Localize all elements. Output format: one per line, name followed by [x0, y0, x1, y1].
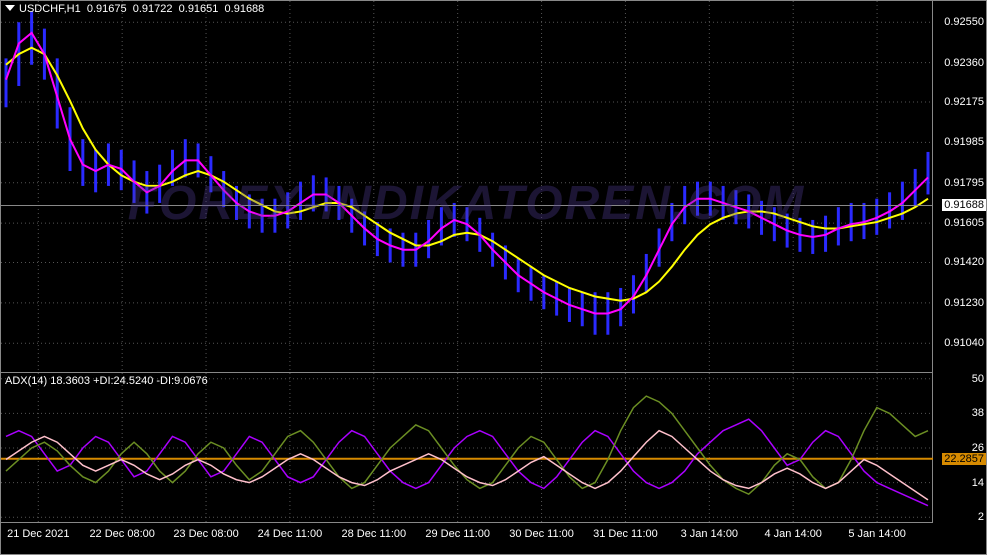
ticker-symbol: USDCHF,H1 [19, 3, 81, 15]
y-axis-main: 0.92550 0.92360 0.92175 0.91985 0.91795 0.916… [931, 1, 986, 373]
adx-level-label: 22.2857 [942, 453, 986, 465]
main-chart-svg [1, 1, 933, 373]
y-tick-label: 0.91605 [944, 217, 984, 229]
x-tick-label: 28 Dec 11:00 [341, 528, 406, 540]
x-axis: 21 Dec 2021 22 Dec 08:00 23 Dec 08:00 24 De… [1, 522, 933, 554]
x-tick-label: 22 Dec 08:00 [89, 528, 154, 540]
adx-label: ADX(14) 18.3603 +DI:24.5240 -DI:9.0676 [5, 375, 208, 387]
sub-chart-svg [1, 373, 933, 523]
y-tick-label: 38 [972, 407, 984, 419]
y-tick-label: 0.92360 [944, 57, 984, 69]
y-tick-label: 14 [972, 477, 984, 489]
y-tick-label: 0.91420 [944, 256, 984, 268]
y-tick-label: 0.91230 [944, 297, 984, 309]
y-tick-label: 50 [972, 373, 984, 385]
current-price-label: 0.91688 [942, 199, 986, 211]
x-tick-label: 31 Dec 11:00 [593, 528, 658, 540]
adx-indicator-panel[interactable]: ADX(14) 18.3603 +DI:24.5240 -DI:9.0676 [1, 373, 933, 523]
x-tick-label: 5 Jan 14:00 [848, 528, 906, 540]
ticker-ohlc-label: USDCHF,H1 0.91675 0.91722 0.91651 0.9168… [19, 3, 264, 15]
y-axis-sub: 50382614222.2857 [931, 373, 986, 523]
main-price-panel[interactable]: USDCHF,H1 0.91675 0.91722 0.91651 0.9168… [1, 1, 933, 373]
x-tick-label: 30 Dec 11:00 [509, 528, 574, 540]
ohlc-c: 0.91688 [225, 3, 265, 15]
y-tick-label: 2 [978, 511, 984, 523]
ohlc-h: 0.91722 [133, 3, 173, 15]
y-tick-label: 0.91040 [944, 337, 984, 349]
y-tick-label: 0.92550 [944, 16, 984, 28]
x-tick-label: 24 Dec 11:00 [258, 528, 323, 540]
chart-container: USDCHF,H1 0.91675 0.91722 0.91651 0.9168… [0, 0, 987, 555]
x-tick-label: 23 Dec 08:00 [173, 528, 238, 540]
x-tick-label: 3 Jan 14:00 [681, 528, 739, 540]
y-tick-label: 0.92175 [944, 96, 984, 108]
y-tick-label: 0.91795 [944, 177, 984, 189]
y-tick-label: 0.91985 [944, 136, 984, 148]
x-tick-label: 4 Jan 14:00 [764, 528, 822, 540]
ohlc-o: 0.91675 [87, 3, 127, 15]
x-tick-label: 21 Dec 2021 [7, 528, 69, 540]
ohlc-l: 0.91651 [179, 3, 219, 15]
x-tick-label: 29 Dec 11:00 [425, 528, 490, 540]
